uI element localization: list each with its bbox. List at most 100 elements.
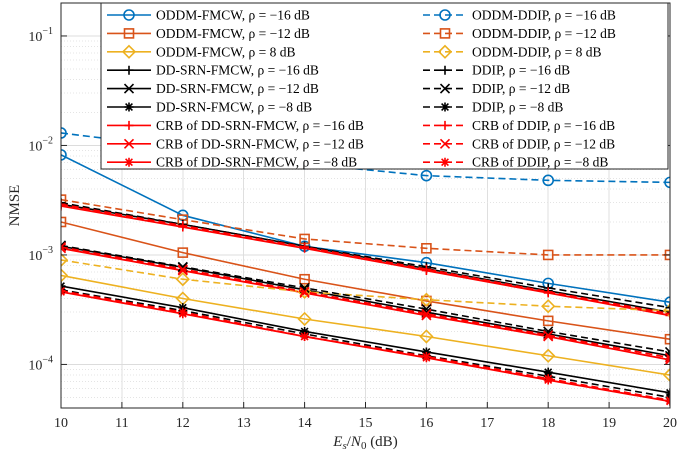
x-tick-label: 15 (359, 416, 373, 431)
x-tick-label: 10 (54, 416, 68, 431)
x-axis-label: Es/N0 (dB) (332, 434, 397, 452)
legend-label: ODDM-FMCW, ρ = 8 dB (156, 44, 296, 59)
legend-marker (124, 157, 134, 167)
data-point (421, 308, 432, 319)
y-axis-label: NMSE (7, 185, 23, 227)
legend-label: DD-SRN-FMCW, ρ = −8 dB (156, 100, 312, 115)
legend-label: DDIP, ρ = −8 dB (472, 100, 563, 115)
legend-marker (439, 83, 451, 94)
data-point (664, 333, 670, 345)
legend-item: ODDM-FMCW, ρ = −16 dB (107, 8, 310, 23)
data-point (299, 286, 310, 297)
data-point (420, 169, 433, 182)
legend-marker (440, 102, 450, 112)
series-line (61, 244, 670, 353)
data-point (543, 374, 553, 384)
legend-marker (439, 28, 451, 39)
legend-marker (124, 102, 134, 112)
data-point (297, 284, 312, 299)
legend-item: CRB of DD-SRN-FMCW, ρ = −12 dB (107, 136, 364, 151)
legend-marker (123, 83, 135, 94)
data-point (421, 242, 432, 254)
series-line (61, 289, 670, 402)
series-line (61, 285, 670, 394)
legend-item: ODDM-DDIP, ρ = −12 dB (423, 26, 616, 41)
data-point (61, 194, 67, 205)
legend-marker (123, 28, 135, 39)
data-point (178, 221, 188, 231)
data-point (421, 304, 432, 315)
series-line (61, 203, 670, 315)
series-line (61, 154, 670, 304)
series-line (61, 205, 670, 317)
data-point (61, 201, 66, 211)
legend-label: DD-SRN-FMCW, ρ = −12 dB (156, 81, 319, 96)
legend-label: CRB of DDIP, ρ = −16 dB (472, 118, 615, 133)
legend-label: ODDM-DDIP, ρ = −12 dB (472, 26, 616, 41)
series-line (61, 274, 670, 376)
y-tick-label: 10−4 (28, 354, 53, 373)
legend-marker (121, 44, 137, 59)
x-tick-label: 18 (541, 416, 555, 431)
data-point (61, 252, 69, 268)
legend-item: DDIP, ρ = −12 dB (423, 81, 570, 96)
legend-label: CRB of DDIP, ρ = −8 dB (472, 155, 608, 170)
legend-item: ODDM-DDIP, ρ = −16 dB (423, 8, 616, 23)
data-point (421, 352, 431, 362)
legend-item: ODDM-FMCW, ρ = −12 dB (107, 26, 310, 41)
legend-item: CRB of DDIP, ρ = −8 dB (423, 155, 608, 170)
data-point (662, 303, 670, 318)
legend-marker (437, 44, 453, 59)
data-point (300, 331, 310, 341)
data-point (665, 303, 670, 313)
data-point (664, 296, 670, 309)
x-tick-label: 17 (480, 416, 494, 431)
data-point (61, 199, 66, 209)
series-line (61, 247, 670, 361)
data-point (665, 310, 670, 320)
legend-label: DD-SRN-FMCW, ρ = −16 dB (156, 63, 319, 78)
legend: ODDM-FMCW, ρ = −16 dB ODDM-FMCW, ρ = −12 … (100, 2, 669, 170)
legend-label: ODDM-DDIP, ρ = 8 dB (472, 44, 601, 59)
legend-item: ODDM-DDIP, ρ = 8 dB (423, 44, 601, 59)
data-point (297, 311, 312, 327)
data-point (542, 315, 554, 327)
series-line (61, 221, 670, 340)
series-2 (61, 216, 670, 345)
legend-marker (439, 138, 451, 149)
data-point (300, 242, 310, 252)
legend-marker (439, 9, 451, 21)
data-point (664, 176, 670, 189)
legend-item: DDIP, ρ = −8 dB (423, 100, 563, 115)
legend-marker (440, 120, 450, 130)
legend-marker (440, 157, 450, 167)
legend-item: CRB of DDIP, ρ = −12 dB (423, 136, 615, 151)
data-point (543, 330, 554, 341)
data-point (664, 352, 670, 363)
data-point (665, 309, 670, 319)
series-line (61, 259, 670, 312)
data-point (419, 329, 434, 344)
series-12 (61, 252, 670, 318)
data-point (664, 354, 670, 365)
legend-item: DDIP, ρ = −16 dB (423, 63, 570, 78)
x-tick-label: 20 (663, 416, 677, 431)
data-point (662, 367, 670, 383)
legend-marker (124, 65, 134, 75)
data-point (543, 326, 554, 337)
x-tick-label: 11 (115, 416, 128, 431)
series-line (61, 246, 670, 359)
data-point (665, 307, 670, 317)
series-17 (61, 242, 670, 363)
data-point (541, 299, 556, 314)
series-3 (61, 268, 670, 383)
legend-label: CRB of DD-SRN-FMCW, ρ = −8 dB (156, 155, 357, 170)
x-tick-label: 14 (298, 416, 312, 431)
legend-label: ODDM-FMCW, ρ = −12 dB (156, 26, 310, 41)
data-point (542, 174, 555, 187)
legend-label: ODDM-DDIP, ρ = −16 dB (472, 8, 616, 23)
series-line (61, 201, 670, 309)
legend-marker (123, 138, 135, 149)
data-point (178, 307, 188, 317)
